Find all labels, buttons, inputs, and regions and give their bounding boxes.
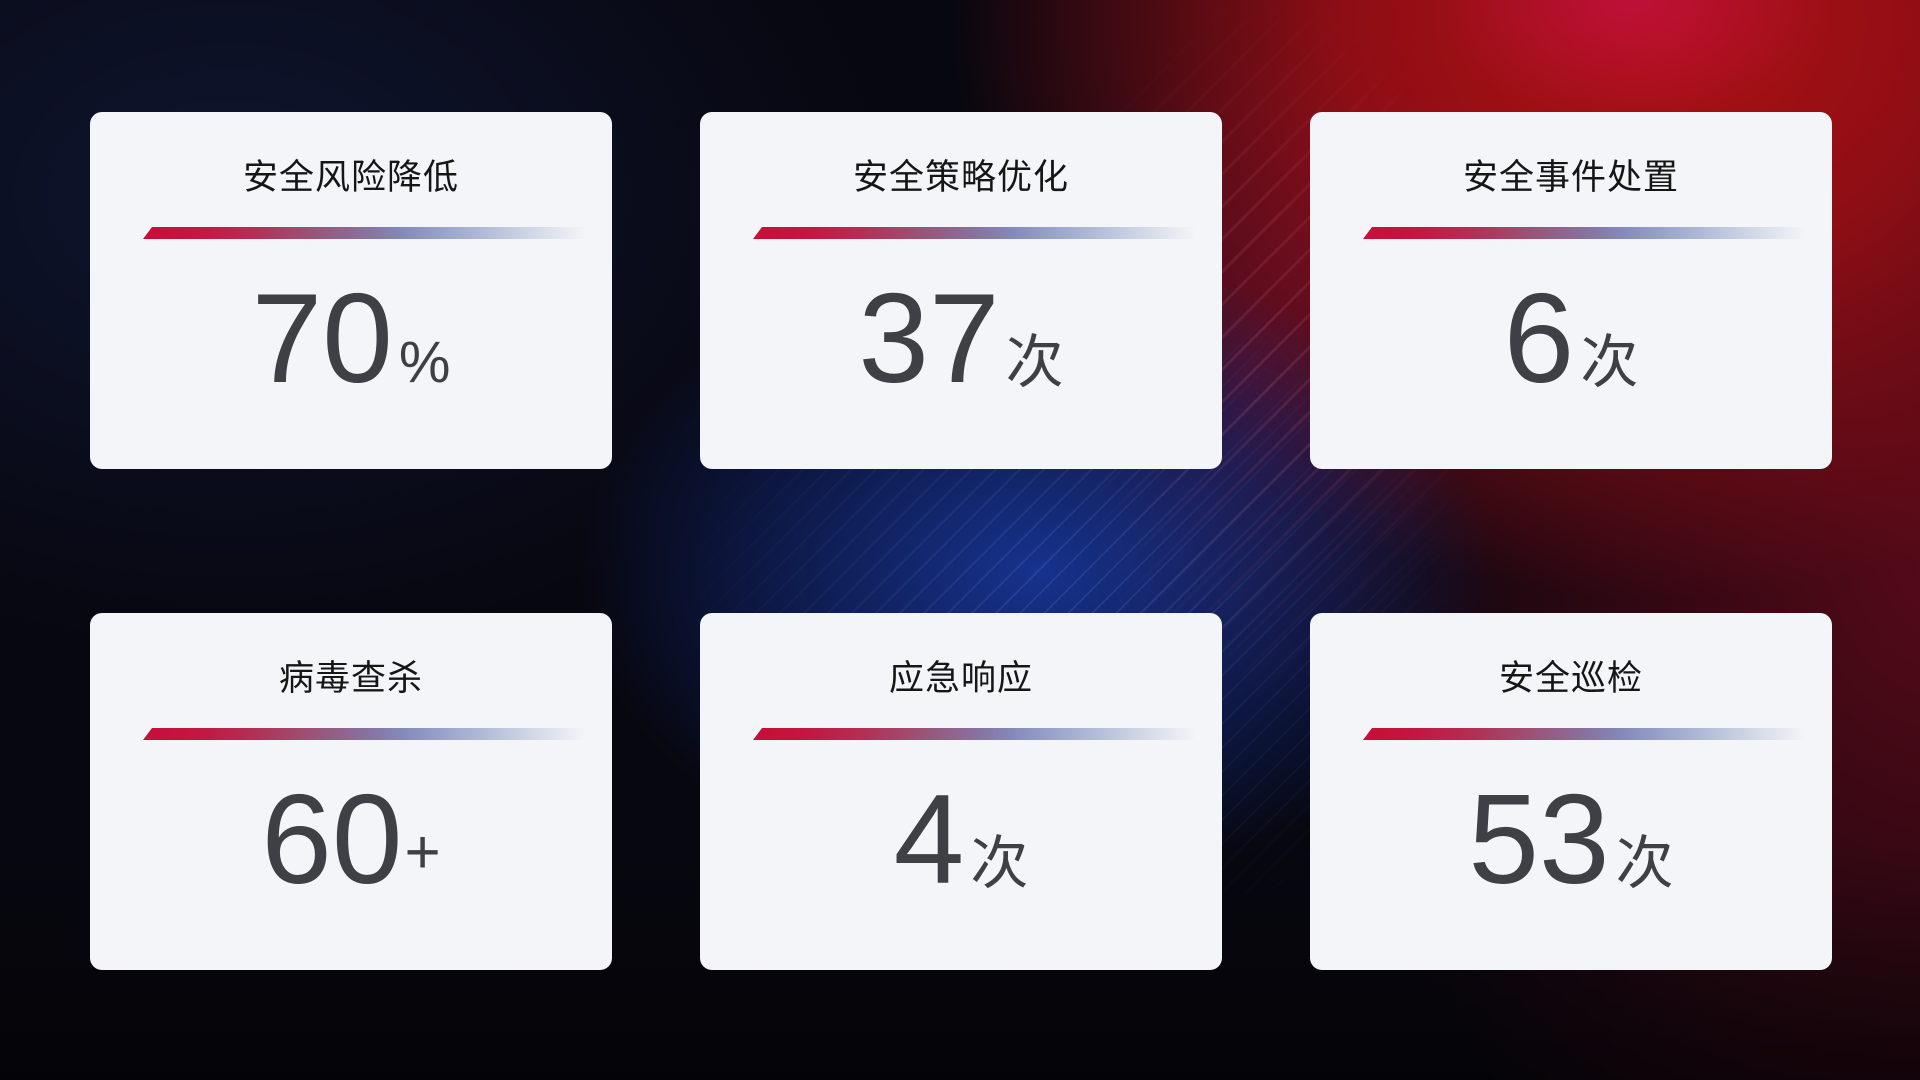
card-title: 应急响应 <box>888 659 1033 698</box>
card-security-risk-reduction: 安全风险降低 70 % <box>90 112 612 469</box>
stat-unit: % <box>398 330 451 395</box>
stat-value-row: 37 次 <box>700 271 1222 406</box>
card-policy-optimization: 安全策略优化 37 次 <box>700 112 1222 469</box>
card-title: 安全巡检 <box>1498 659 1643 698</box>
stat-value: 60 <box>261 768 403 910</box>
card-title: 安全事件处置 <box>1462 158 1679 197</box>
stat-value-row: 4 次 <box>700 772 1222 907</box>
card-title: 安全策略优化 <box>852 158 1069 197</box>
card-virus-scan: 病毒查杀 60 + <box>90 613 612 970</box>
stat-unit: + <box>404 818 441 887</box>
gradient-divider <box>1363 728 1810 740</box>
stat-value: 53 <box>1468 768 1610 910</box>
gradient-divider <box>143 227 590 239</box>
card-title: 安全风险降低 <box>242 158 459 197</box>
stat-value: 70 <box>251 267 393 409</box>
card-incident-handling: 安全事件处置 6 次 <box>1310 112 1832 469</box>
card-security-inspection: 安全巡检 53 次 <box>1310 613 1832 970</box>
stat-value-row: 6 次 <box>1310 271 1832 406</box>
stat-unit: 次 <box>1580 330 1639 395</box>
card-emergency-response: 应急响应 4 次 <box>700 613 1222 970</box>
stats-board: 安全风险降低 70 % 安全策略优化 37 次 安全事件处置 6 次 病毒查杀 … <box>90 112 1832 970</box>
stat-value: 37 <box>858 267 1000 409</box>
stat-value: 6 <box>1503 267 1575 409</box>
gradient-divider <box>753 728 1200 740</box>
stat-value-row: 70 % <box>90 271 612 406</box>
gradient-divider <box>1363 227 1810 239</box>
gradient-divider <box>143 728 590 740</box>
stat-value: 4 <box>893 768 965 910</box>
stat-value-row: 53 次 <box>1310 772 1832 907</box>
stat-unit: 次 <box>970 831 1029 896</box>
card-title: 病毒查杀 <box>278 659 423 698</box>
stat-unit: 次 <box>1005 330 1064 395</box>
gradient-divider <box>753 227 1200 239</box>
stat-unit: 次 <box>1615 831 1674 896</box>
stat-value-row: 60 + <box>90 772 612 907</box>
